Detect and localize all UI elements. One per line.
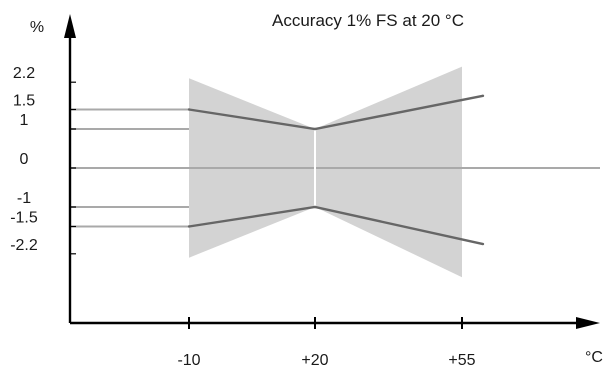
series-point (481, 242, 485, 246)
tolerance-envelope-layer (189, 66, 462, 278)
y-axis-arrow (64, 14, 76, 38)
x-axis-label: °C (585, 349, 603, 366)
x-tick-label: -10 (177, 352, 200, 369)
axes-layer (64, 14, 600, 329)
y-axis-label: % (30, 19, 44, 36)
y-tick-label: -2.2 (10, 237, 38, 254)
chart-title: Accuracy 1% FS at 20 °C (272, 11, 464, 30)
y-tick-label: 2.2 (13, 65, 35, 82)
y-tick-label: 0 (20, 151, 29, 168)
y-tick-label: 1.5 (13, 93, 35, 110)
x-axis-arrow (576, 317, 600, 329)
series-point (187, 225, 191, 228)
reference-lines-layer (70, 108, 600, 228)
envelope-right-wedge (315, 66, 462, 278)
x-tick-label: +55 (448, 352, 475, 369)
series-layer (187, 94, 485, 246)
series-point (313, 205, 317, 209)
labels-layer: 2.2 1.5 1 0 -1 -1.5 -2.2 -10 +20 +55% °C Accuracy 1… (10, 11, 603, 369)
series-point (187, 108, 191, 111)
y-tick-label: -1 (17, 190, 31, 207)
series-point (481, 94, 485, 98)
x-tick-label: +20 (301, 352, 328, 369)
y-tick-label: -1.5 (10, 210, 38, 227)
y-tick-label: 1 (20, 112, 29, 129)
series-point (313, 127, 317, 131)
